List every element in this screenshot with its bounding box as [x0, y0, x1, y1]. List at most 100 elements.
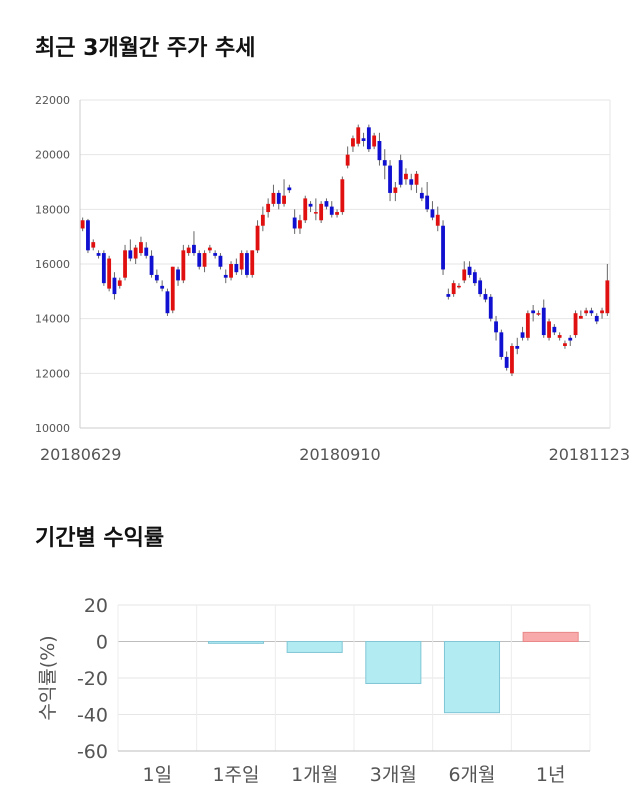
candle [589, 307, 594, 316]
candle [563, 340, 567, 349]
returns-y-axis-label: 수익률(%) [37, 635, 59, 720]
candle [483, 288, 488, 303]
candle [409, 173, 414, 191]
candle [568, 335, 573, 346]
returns-x-tick: 1일 [143, 764, 173, 786]
candle [557, 332, 562, 341]
candle-body [557, 335, 562, 338]
candle [218, 253, 223, 270]
candle-body [245, 253, 249, 275]
candle-body [186, 247, 191, 254]
candle-body [202, 253, 207, 267]
candle-body [573, 313, 578, 336]
candle-body [128, 250, 133, 259]
price-x-tick: 20180910 [299, 445, 380, 464]
candle-body [430, 209, 435, 218]
candle-body [510, 346, 514, 374]
candle [573, 310, 578, 338]
candle [271, 184, 276, 207]
candle [133, 244, 138, 264]
candle [594, 313, 599, 325]
candle-body [605, 280, 610, 314]
candles [80, 124, 610, 377]
candle [107, 255, 112, 292]
return-bar [443, 641, 501, 714]
candle [149, 250, 154, 278]
candle [372, 132, 377, 150]
candle-body [499, 332, 504, 357]
return-bar [207, 641, 265, 644]
price-y-tick-labels: 10000 12000 14000 16000 18000 20000 22000 [35, 94, 70, 435]
candle [462, 261, 467, 284]
returns-y-tick: 20 [84, 595, 108, 617]
candle-body [165, 291, 170, 314]
candle [229, 261, 233, 281]
candle [478, 277, 483, 297]
candle [552, 324, 557, 336]
candle [308, 201, 313, 213]
candle [605, 264, 610, 316]
candle [91, 239, 96, 251]
candle-body [123, 250, 127, 278]
candle [181, 244, 186, 284]
candle [520, 326, 525, 341]
candle-body [324, 201, 329, 207]
candle-body [377, 141, 382, 161]
candle [425, 182, 430, 213]
candle [510, 343, 514, 377]
candle-body [531, 310, 536, 314]
candle [319, 201, 324, 223]
candle-body [563, 343, 567, 346]
price-y-tick: 20000 [35, 149, 70, 162]
candle [600, 307, 604, 319]
candle-body [308, 203, 313, 207]
candle [414, 171, 419, 193]
candle [393, 182, 398, 202]
candle [292, 209, 297, 234]
candle [541, 299, 546, 338]
candle [547, 318, 551, 341]
candle [128, 239, 133, 262]
candle-body [488, 296, 493, 319]
candle-body [266, 203, 271, 213]
candle-body [223, 274, 228, 278]
candle-body [86, 220, 90, 251]
returns-y-tick: -20 [77, 668, 108, 690]
candle [144, 242, 149, 259]
candle-body [313, 212, 318, 214]
candle [139, 236, 143, 256]
candle-body [101, 253, 106, 284]
candle-body [552, 326, 557, 333]
price-y-tick: 10000 [35, 422, 70, 435]
candle-body [414, 173, 419, 185]
candle [377, 132, 382, 166]
candle-body [515, 346, 520, 349]
candle-body [340, 179, 345, 213]
candle-body [96, 253, 101, 256]
candle-body [536, 313, 541, 315]
candle-body [117, 280, 122, 286]
candle-body [351, 138, 355, 147]
candle [266, 198, 271, 218]
candle-body [271, 192, 276, 204]
price-x-tick-labels: 20180629 20180910 20181123 [40, 445, 630, 464]
candle-body [276, 192, 281, 204]
candle [176, 266, 180, 286]
candle [446, 288, 451, 300]
candle-body [441, 225, 445, 270]
candle-body [176, 269, 180, 281]
candle-body [345, 154, 350, 166]
candle [250, 250, 255, 278]
candle [340, 176, 345, 215]
returns-x-tick: 1개월 [291, 764, 338, 786]
candle [441, 220, 445, 275]
candle-body [600, 310, 604, 314]
candle [223, 269, 228, 284]
candle-body [568, 337, 573, 341]
price-y-tick: 18000 [35, 203, 70, 216]
candle-body [207, 247, 212, 251]
candle-body [239, 253, 244, 270]
candle-body [149, 255, 154, 275]
candle-body [457, 285, 461, 288]
candle-body [446, 294, 451, 297]
